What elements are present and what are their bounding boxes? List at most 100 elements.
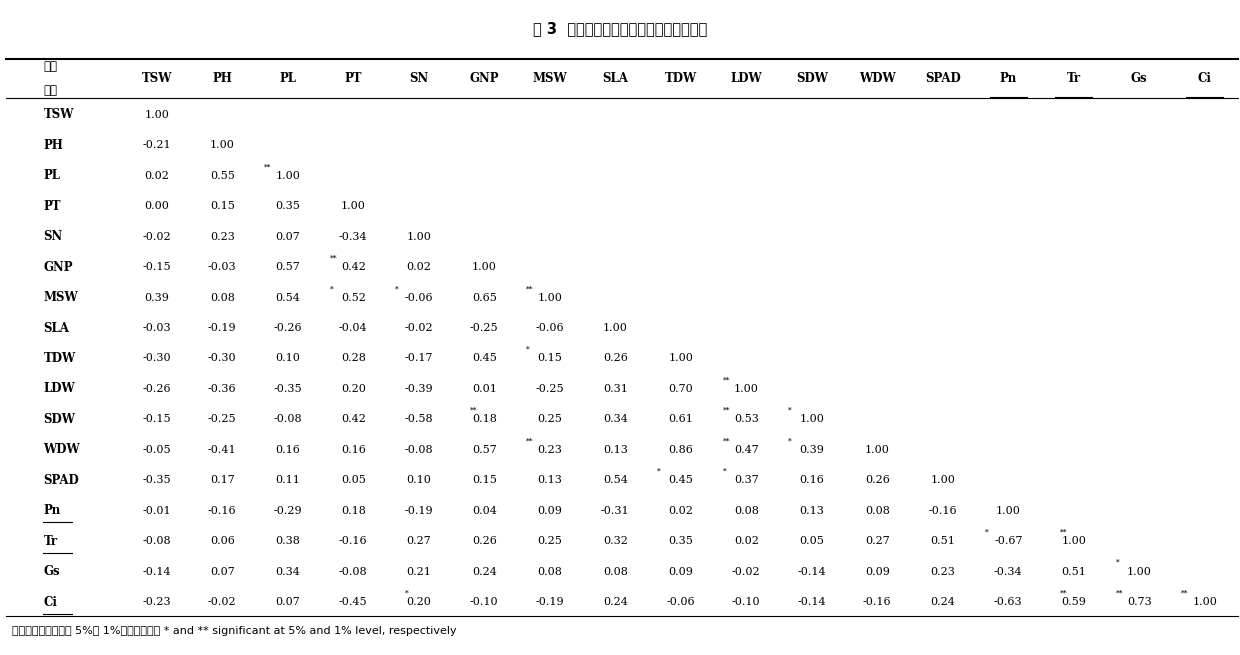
Text: 0.16: 0.16: [275, 445, 300, 455]
Text: 0.09: 0.09: [864, 567, 890, 576]
Text: 0.20: 0.20: [341, 384, 366, 394]
Text: -0.15: -0.15: [143, 415, 171, 424]
Text: **: **: [330, 255, 337, 263]
Text: Gs: Gs: [1131, 72, 1147, 85]
Text: -0.39: -0.39: [404, 384, 433, 394]
Text: 0.07: 0.07: [275, 597, 300, 607]
Text: Tr: Tr: [1066, 72, 1081, 85]
Text: 单项: 单项: [43, 60, 57, 73]
Text: -0.02: -0.02: [404, 323, 433, 333]
Text: **: **: [1060, 529, 1068, 536]
Text: PT: PT: [345, 72, 362, 85]
Text: TSW: TSW: [141, 72, 172, 85]
Text: -0.04: -0.04: [339, 323, 367, 333]
Text: *: *: [789, 407, 792, 415]
Text: 0.45: 0.45: [668, 476, 693, 485]
Text: 0.07: 0.07: [275, 232, 300, 242]
Text: PH: PH: [212, 72, 232, 85]
Text: 0.16: 0.16: [341, 445, 366, 455]
Text: 0.02: 0.02: [668, 506, 693, 515]
Text: 0.24: 0.24: [603, 597, 627, 607]
Text: 0.55: 0.55: [210, 171, 234, 181]
Text: 1.00: 1.00: [341, 201, 366, 212]
Text: 0.34: 0.34: [275, 567, 300, 576]
Text: 0.47: 0.47: [734, 445, 759, 455]
Text: GNP: GNP: [470, 72, 498, 85]
Text: **: **: [470, 407, 477, 415]
Text: 1.00: 1.00: [275, 171, 300, 181]
Text: *: *: [330, 285, 334, 293]
Text: PL: PL: [279, 72, 296, 85]
Text: -0.16: -0.16: [339, 536, 367, 546]
Text: 0.07: 0.07: [210, 567, 234, 576]
Text: Gs: Gs: [43, 565, 60, 578]
Text: 0.54: 0.54: [603, 476, 627, 485]
Text: -0.08: -0.08: [274, 415, 303, 424]
Text: 0.53: 0.53: [734, 415, 759, 424]
Text: -0.19: -0.19: [536, 597, 564, 607]
Text: -0.45: -0.45: [339, 597, 367, 607]
Text: 0.02: 0.02: [407, 262, 432, 272]
Text: 0.38: 0.38: [275, 536, 300, 546]
Text: -0.34: -0.34: [339, 232, 367, 242]
Text: 0.32: 0.32: [603, 536, 627, 546]
Text: -0.25: -0.25: [470, 323, 498, 333]
Text: *: *: [526, 346, 529, 354]
Text: MSW: MSW: [532, 72, 567, 85]
Text: 0.31: 0.31: [603, 384, 627, 394]
Text: 1.00: 1.00: [407, 232, 432, 242]
Text: -0.19: -0.19: [404, 506, 433, 515]
Text: 0.17: 0.17: [210, 476, 234, 485]
Text: 1.00: 1.00: [210, 140, 234, 151]
Text: -0.63: -0.63: [994, 597, 1023, 607]
Text: LDW: LDW: [43, 383, 76, 396]
Text: **: **: [723, 438, 730, 445]
Text: 0.42: 0.42: [341, 262, 366, 272]
Text: 0.26: 0.26: [471, 536, 497, 546]
Text: -0.34: -0.34: [994, 567, 1023, 576]
Text: -0.05: -0.05: [143, 445, 171, 455]
Text: -0.06: -0.06: [536, 323, 564, 333]
Text: **: **: [723, 377, 730, 384]
Text: -0.35: -0.35: [143, 476, 171, 485]
Text: -0.06: -0.06: [666, 597, 696, 607]
Text: *: *: [789, 438, 792, 445]
Text: 0.42: 0.42: [341, 415, 366, 424]
Text: 0.11: 0.11: [275, 476, 300, 485]
Text: 0.34: 0.34: [603, 415, 627, 424]
Text: -0.16: -0.16: [863, 597, 892, 607]
Text: -0.35: -0.35: [274, 384, 303, 394]
Text: 0.02: 0.02: [734, 536, 759, 546]
Text: SPAD: SPAD: [925, 72, 961, 85]
Text: 0.15: 0.15: [210, 201, 234, 212]
Text: SLA: SLA: [603, 72, 629, 85]
Text: -0.31: -0.31: [601, 506, 630, 515]
Text: 0.65: 0.65: [471, 293, 497, 303]
Text: TDW: TDW: [43, 352, 76, 365]
Text: 0.39: 0.39: [144, 293, 169, 303]
Text: 1.00: 1.00: [864, 445, 890, 455]
Text: -0.08: -0.08: [339, 567, 367, 576]
Text: 0.02: 0.02: [144, 171, 169, 181]
Text: ＊、＊＊分别表示在 5%和 1%水平差异显著 * and ** significant at 5% and 1% level, respectively: ＊、＊＊分别表示在 5%和 1%水平差异显著 * and ** signific…: [12, 626, 458, 635]
Text: WDW: WDW: [859, 72, 895, 85]
Text: -0.10: -0.10: [732, 597, 760, 607]
Text: -0.25: -0.25: [536, 384, 564, 394]
Text: 0.08: 0.08: [537, 567, 562, 576]
Text: 0.08: 0.08: [603, 567, 627, 576]
Text: -0.19: -0.19: [208, 323, 237, 333]
Text: **: **: [526, 285, 533, 293]
Text: 0.05: 0.05: [341, 476, 366, 485]
Text: *: *: [396, 285, 399, 293]
Text: SN: SN: [43, 231, 63, 243]
Text: **: **: [1060, 590, 1068, 597]
Text: 0.27: 0.27: [864, 536, 889, 546]
Text: **: **: [1116, 590, 1123, 597]
Text: 0.10: 0.10: [407, 476, 432, 485]
Text: *: *: [985, 529, 988, 536]
Text: PH: PH: [43, 139, 63, 152]
Text: -0.23: -0.23: [143, 597, 171, 607]
Text: 0.21: 0.21: [407, 567, 432, 576]
Text: *: *: [657, 468, 661, 476]
Text: -0.02: -0.02: [208, 597, 237, 607]
